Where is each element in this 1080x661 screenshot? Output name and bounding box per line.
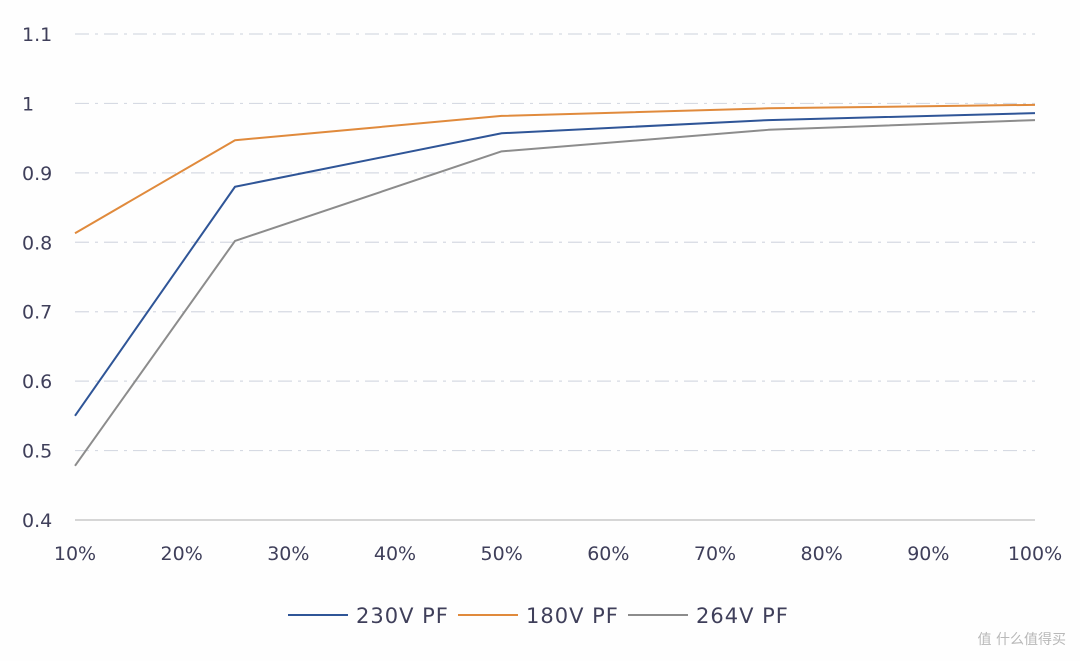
legend-label: 180V PF xyxy=(526,604,619,628)
y-tick-label: 0.4 xyxy=(22,510,52,532)
x-tick-label: 70% xyxy=(694,543,736,565)
x-tick-label: 40% xyxy=(374,543,416,565)
y-tick-label: 1.1 xyxy=(22,24,52,46)
series-line-180v-pf xyxy=(74,103,1036,235)
x-tick-label: 60% xyxy=(587,543,629,565)
y-tick-label: 0.9 xyxy=(22,163,52,185)
series-line-264v-pf xyxy=(74,119,1036,467)
x-tick-label: 10% xyxy=(54,543,96,565)
x-tick-label: 100% xyxy=(1008,543,1062,565)
x-tick-label: 80% xyxy=(801,543,843,565)
y-tick-label: 0.8 xyxy=(22,232,52,254)
legend-label: 264V PF xyxy=(696,604,789,628)
y-tick-label: 1 xyxy=(22,93,34,115)
x-tick-label: 90% xyxy=(907,543,949,565)
x-tick-label: 20% xyxy=(161,543,203,565)
series-line-230v-pf xyxy=(74,112,1036,417)
watermark-logo: 值 什么值得买 xyxy=(977,632,1066,648)
legend-label: 230V PF xyxy=(356,604,449,628)
x-tick-label: 50% xyxy=(481,543,523,565)
y-tick-label: 0.5 xyxy=(22,441,52,463)
x-tick-label: 30% xyxy=(267,543,309,565)
y-tick-label: 0.6 xyxy=(22,371,52,393)
y-tick-label: 0.7 xyxy=(22,302,52,324)
